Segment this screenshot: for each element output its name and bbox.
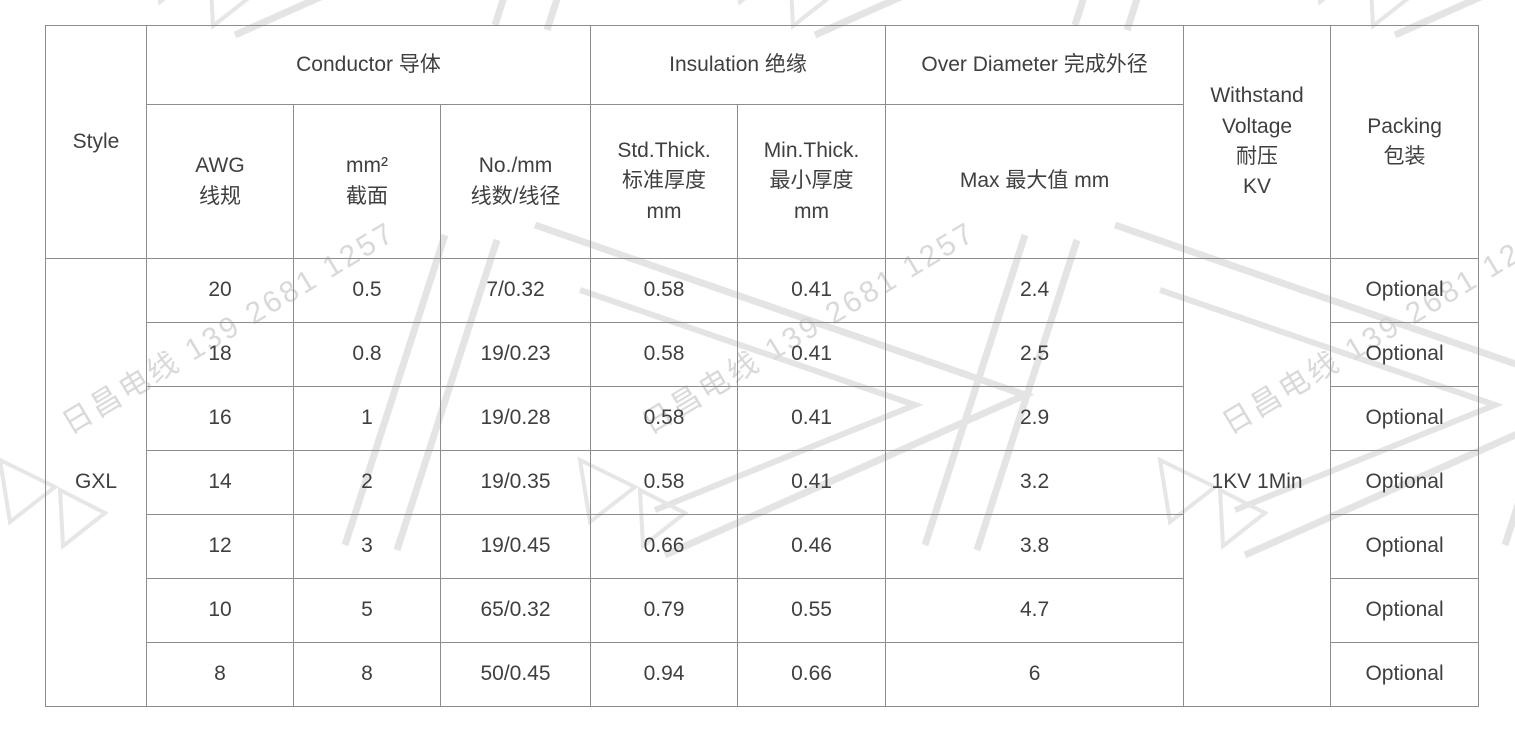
- header-withstand-voltage: Withstand Voltage 耐压 KV: [1183, 25, 1332, 259]
- std-thick-cell: 0.79: [590, 578, 739, 643]
- mm2-cell: 5: [293, 578, 441, 643]
- awg-cell: 10: [146, 578, 294, 643]
- header-min-thick: Min.Thick. 最小厚度 mm: [737, 104, 887, 259]
- table-row: 8 8 50/0.45 0.94 0.66 6 Optional: [46, 642, 1480, 707]
- header-max: Max 最大值 mm: [885, 104, 1185, 259]
- header-packing: Packing 包装: [1330, 25, 1480, 259]
- mm2-cell: 1: [293, 386, 441, 451]
- min-thick-cell: 0.46: [737, 514, 887, 579]
- withstand-value-cell: 1KV 1Min: [1183, 258, 1332, 707]
- packing-cell: Optional: [1330, 514, 1480, 579]
- packing-cell: Optional: [1330, 258, 1480, 323]
- std-thick-cell: 0.58: [590, 258, 739, 323]
- awg-cell: 12: [146, 514, 294, 579]
- mm2-cell: 0.5: [293, 258, 441, 323]
- max-cell: 3.8: [885, 514, 1185, 579]
- std-thick-cell: 0.58: [590, 386, 739, 451]
- no-mm-cell: 19/0.35: [439, 450, 592, 515]
- min-thick-cell: 0.41: [737, 322, 887, 387]
- min-thick-cell: 0.41: [737, 450, 887, 515]
- max-cell: 3.2: [885, 450, 1185, 515]
- min-thick-cell: 0.55: [737, 578, 887, 643]
- packing-cell: Optional: [1330, 450, 1480, 515]
- spec-table: Style Conductor 导体 Insulation 绝缘 Over Di…: [45, 25, 1480, 707]
- no-mm-cell: 7/0.32: [439, 258, 592, 323]
- min-thick-cell: 0.41: [737, 258, 887, 323]
- no-mm-cell: 19/0.28: [439, 386, 592, 451]
- min-thick-cell: 0.66: [737, 642, 887, 707]
- header-std-thick: Std.Thick. 标准厚度 mm: [590, 104, 739, 259]
- style-value-cell: GXL: [45, 258, 147, 707]
- awg-cell: 8: [146, 642, 294, 707]
- packing-cell: Optional: [1330, 578, 1480, 643]
- header-style: Style: [45, 25, 147, 259]
- awg-cell: 14: [146, 450, 294, 515]
- mm2-cell: 8: [293, 642, 441, 707]
- mm2-cell: 0.8: [293, 322, 441, 387]
- max-cell: 4.7: [885, 578, 1185, 643]
- max-cell: 2.5: [885, 322, 1185, 387]
- header-group-conductor: Conductor 导体: [145, 25, 592, 105]
- header-awg: AWG 线规: [146, 104, 294, 259]
- std-thick-cell: 0.58: [590, 450, 739, 515]
- awg-cell: 20: [146, 258, 294, 323]
- std-thick-cell: 0.58: [590, 322, 739, 387]
- no-mm-cell: 65/0.32: [439, 578, 592, 643]
- no-mm-cell: 19/0.45: [439, 514, 592, 579]
- mm2-cell: 3: [293, 514, 441, 579]
- std-thick-cell: 0.66: [590, 514, 739, 579]
- mm2-cell: 2: [293, 450, 441, 515]
- no-mm-cell: 19/0.23: [439, 322, 592, 387]
- awg-cell: 18: [146, 322, 294, 387]
- max-cell: 2.4: [885, 258, 1185, 323]
- awg-cell: 16: [146, 386, 294, 451]
- header-no-mm: No./mm 线数/线径: [439, 104, 592, 259]
- packing-cell: Optional: [1330, 386, 1480, 451]
- std-thick-cell: 0.94: [590, 642, 739, 707]
- header-group-over-diameter: Over Diameter 完成外径: [885, 25, 1185, 105]
- no-mm-cell: 50/0.45: [439, 642, 592, 707]
- table-row: GXL 20 0.5 7/0.32 0.58 0.41 2.4 1KV 1Min…: [45, 258, 1480, 707]
- packing-cell: Optional: [1330, 322, 1480, 387]
- packing-cell: Optional: [1330, 642, 1480, 707]
- header-mm2: mm² 截面: [293, 104, 441, 259]
- max-cell: 2.9: [885, 386, 1185, 451]
- header-group-insulation: Insulation 绝缘: [590, 25, 887, 105]
- max-cell: 6: [885, 642, 1185, 707]
- min-thick-cell: 0.41: [737, 386, 887, 451]
- table-row: 10 5 65/0.32 0.79 0.55 4.7 Optional: [46, 578, 1480, 643]
